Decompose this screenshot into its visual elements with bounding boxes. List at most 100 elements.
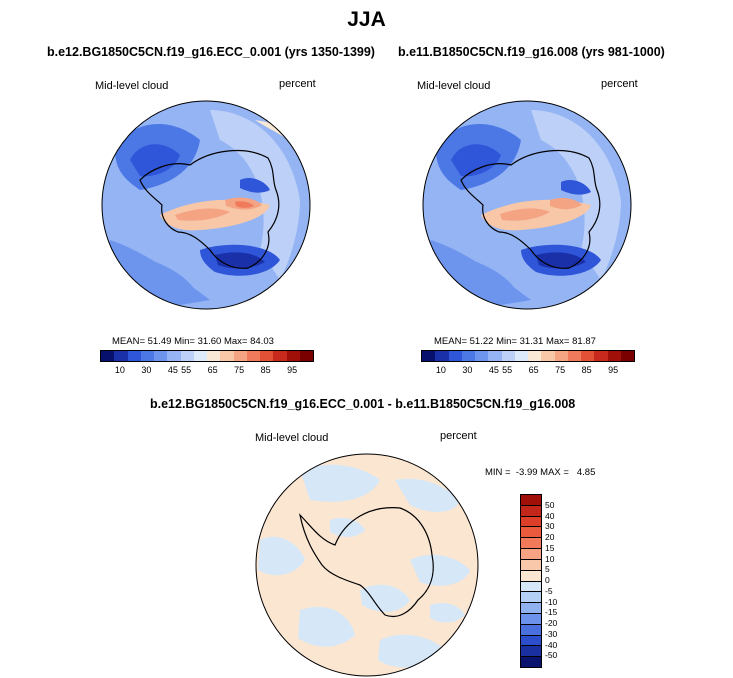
panel2-colorbar-swatch (514, 351, 528, 361)
panel2-units-label: percent (601, 78, 638, 90)
panel1-colorbar-swatch (167, 351, 181, 361)
panel1-colorbar-tick-label: 65 (207, 365, 218, 375)
diff-colorbar-swatch (521, 656, 541, 667)
diff-colorbar-tick-label: 50 (545, 499, 555, 510)
diff-colorbar-tick-label: -20 (545, 618, 558, 628)
panel2-colorbar-swatch (541, 351, 555, 361)
panel2-mean-label: MEAN= (434, 336, 467, 347)
panel2-colorbar-tick-label: 10 (435, 365, 446, 375)
diff-colorbar (520, 494, 542, 668)
diff-colorbar-swatch (521, 537, 541, 549)
panel1-colorbar-swatch (180, 351, 194, 361)
panel2-colorbar-tick-label: 75 (555, 365, 566, 375)
panel2-variable-label: Mid-level cloud (417, 80, 491, 92)
panel1-colorbar-swatch (114, 351, 128, 361)
panel2-case-title: b.e11.B1850C5CN.f19_g16.008 (yrs 981-100… (398, 45, 665, 59)
panel1-cloud-field-lighter (102, 240, 210, 309)
panel1-colorbar-ticks: 10 30 45 55 65 75 85 95 (100, 365, 312, 377)
diff-colorbar-tick-label: 5 (545, 564, 550, 575)
diff-colorbar-swatch (521, 526, 541, 538)
panel2-colorbar-swatch (448, 351, 462, 361)
diff-colorbar-swatch (521, 569, 541, 581)
panel1-stats: MEAN= 51.49 Min= 31.60 Max= 84.03 (112, 336, 274, 347)
panel1-colorbar-swatch (127, 351, 141, 361)
diff-minmax-label: MIN = -3.99 MAX = 4.85 (485, 467, 596, 478)
diff-colorbar-swatch (521, 634, 541, 646)
panel1-colorbar-swatch (220, 351, 234, 361)
diff-colorbar-ticks: 50 40 30 20 15 10 5 0 -5 -10 -15 -20 -30 -40 -50 (545, 494, 575, 666)
panel1-cloud-field-pale-edge (250, 101, 310, 160)
panel1-colorbar (100, 350, 314, 362)
panel1-cloud-field-light-band (210, 110, 300, 280)
panel1-min-value: 31.60 (197, 336, 222, 347)
panel1-case-title: b.e12.BG1850C5CN.f19_g16.ECC_0.001 (yrs … (47, 45, 375, 59)
panel2-stats: MEAN= 51.22 Min= 31.31 Max= 81.87 (434, 336, 596, 347)
panel2-colorbar-swatch (567, 351, 581, 361)
diff-colorbar-tick-label: 10 (545, 553, 555, 564)
panel1-colorbar-swatch (286, 351, 300, 361)
panel1-colorbar-swatch (246, 351, 260, 361)
panel1-max-label: Max= (223, 336, 248, 347)
panel2-colorbar-swatch (501, 351, 515, 361)
diff-colorbar-swatch (521, 504, 541, 516)
diff-colorbar-swatch (521, 548, 541, 559)
panel2-colorbar-swatch (435, 351, 449, 361)
panel1-colorbar-tick-label: 75 (234, 365, 245, 375)
panel2-colorbar-tick-label: 65 (528, 365, 539, 375)
panel2-min-value: 31.31 (519, 336, 544, 347)
panel1-max-value: 84.03 (250, 336, 274, 347)
diff-colorbar-swatch (521, 515, 541, 527)
diff-colorbar-swatch (521, 591, 541, 603)
diff-colorbar-tick-label: -40 (545, 639, 558, 650)
panel1-min-label: Min= (174, 336, 195, 347)
panel1-colorbar-swatch (273, 351, 287, 361)
panel2-min-label: Min= (496, 336, 517, 347)
panel2-colorbar (421, 350, 635, 362)
panel2-colorbar-tick-label: 30 (462, 365, 473, 375)
diff-colorbar-tick-label: -5 (545, 585, 553, 596)
panel1-colorbar-swatch (233, 351, 247, 361)
panel1-colorbar-swatch (207, 351, 221, 361)
panel1-mean-value: 51.49 (147, 336, 172, 347)
panel1-colorbar-tick-label: 45 (167, 365, 178, 375)
panel2-colorbar-tick-label: 85 (581, 365, 592, 375)
panel2-colorbar-swatch (554, 351, 568, 361)
panel1-colorbar-swatch (260, 351, 274, 361)
diff-title: b.e12.BG1850C5CN.f19_g16.ECC_0.001 - b.e… (150, 397, 576, 411)
panel2-colorbar-tick-label: 45 (488, 365, 499, 375)
diff-negative-region (300, 464, 380, 502)
diff-colorbar-tick-label: -10 (545, 596, 558, 607)
panel2-max-value: 81.87 (572, 336, 596, 347)
diff-colorbar-swatch (521, 580, 541, 592)
panel1-mean-label: MEAN= (112, 336, 145, 347)
panel1-colorbar-tick-label: 95 (287, 365, 298, 375)
diff-colorbar-tick-label: 20 (545, 532, 555, 542)
panel1-colorbar-tick-label: 85 (260, 365, 271, 375)
diff-colorbar-swatch (521, 558, 541, 570)
panel2-colorbar-swatch (607, 351, 621, 361)
panel1-colorbar-tick-label: 55 (181, 365, 192, 375)
panel1-antarctica-outline (139, 149, 280, 269)
diff-colorbar-swatch (521, 612, 541, 624)
panel2-max-label: Max= (545, 336, 570, 347)
diff-colorbar-tick-label: -15 (545, 607, 558, 618)
panel1-colorbar-swatch (193, 351, 207, 361)
panel2-colorbar-swatch (528, 351, 542, 361)
panel1-colorbar-swatch (101, 351, 115, 361)
panel2-antarctica-outline (460, 149, 601, 269)
panel1-colorbar-swatch (154, 351, 168, 361)
diff-colorbar-swatch (521, 495, 541, 505)
panel1-colorbar-tick-label: 10 (114, 365, 125, 375)
panel2-colorbar-swatch (594, 351, 608, 361)
panel1-colorbar-swatch (140, 351, 154, 361)
diff-antarctica-outline (299, 507, 434, 618)
panel2-colorbar-swatch (475, 351, 489, 361)
diff-colorbar-tick-label: -50 (545, 650, 558, 661)
panel2-colorbar-swatch (422, 351, 436, 361)
diff-colorbar-tick-label: 40 (545, 510, 555, 521)
panel2-colorbar-swatch (461, 351, 475, 361)
diff-colorbar-tick-label: 0 (545, 575, 550, 585)
panel2-colorbar-swatch (581, 351, 595, 361)
